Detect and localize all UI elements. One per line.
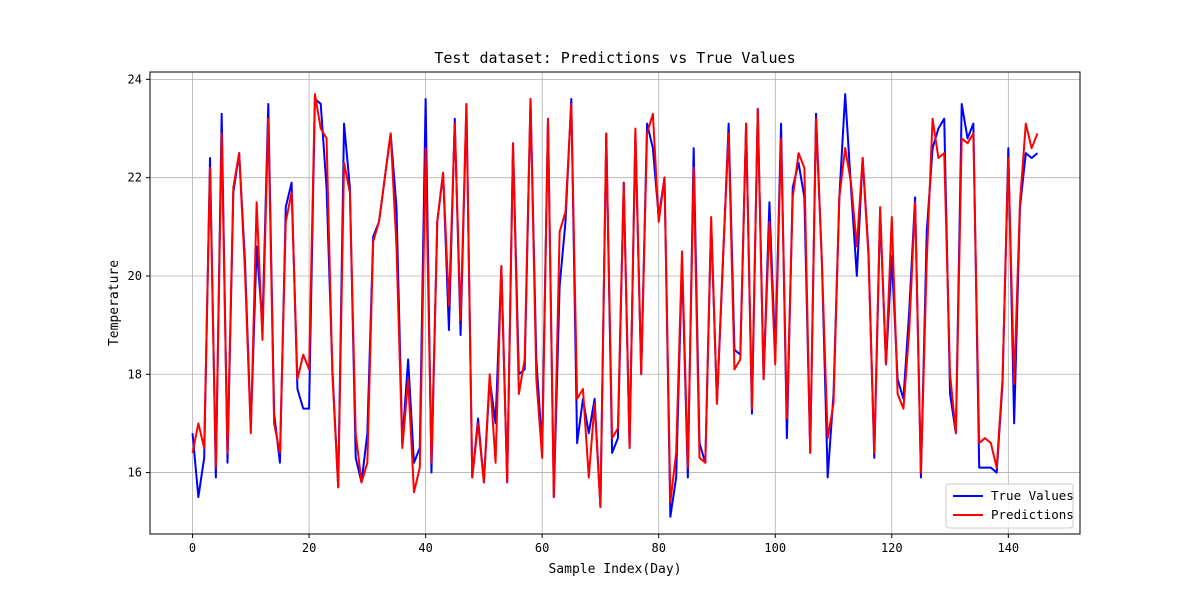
x-tick-label: 140: [997, 541, 1019, 555]
axis-ticks: 0 20 40 60 80 100 120 140 16 18 20 22 24: [128, 72, 1020, 555]
x-tick-label: 40: [418, 541, 432, 555]
y-tick-label: 16: [128, 466, 142, 480]
legend-label-predictions: Predictions: [991, 507, 1074, 522]
x-tick-label: 120: [881, 541, 903, 555]
x-tick-label: 100: [764, 541, 786, 555]
x-tick-label: 60: [535, 541, 549, 555]
y-axis-title: Temperature: [107, 260, 122, 346]
plot-frame: [149, 71, 1081, 535]
y-tick-label: 18: [128, 367, 142, 381]
series-line-predictions: [191, 93, 1039, 508]
x-tick-label: 20: [302, 541, 316, 555]
series-lines: [191, 93, 1039, 518]
x-tick-label: 80: [651, 541, 665, 555]
legend-label-true-values: True Values: [991, 488, 1074, 503]
chart-title: Test dataset: Predictions vs True Values: [434, 49, 795, 67]
legend: True Values Predictions: [945, 483, 1074, 529]
y-tick-label: 20: [128, 269, 142, 283]
x-axis-title: Sample Index(Day): [548, 562, 681, 577]
y-tick-label: 24: [128, 72, 142, 86]
x-tick-label: 0: [189, 541, 196, 555]
y-tick-label: 22: [128, 171, 142, 185]
